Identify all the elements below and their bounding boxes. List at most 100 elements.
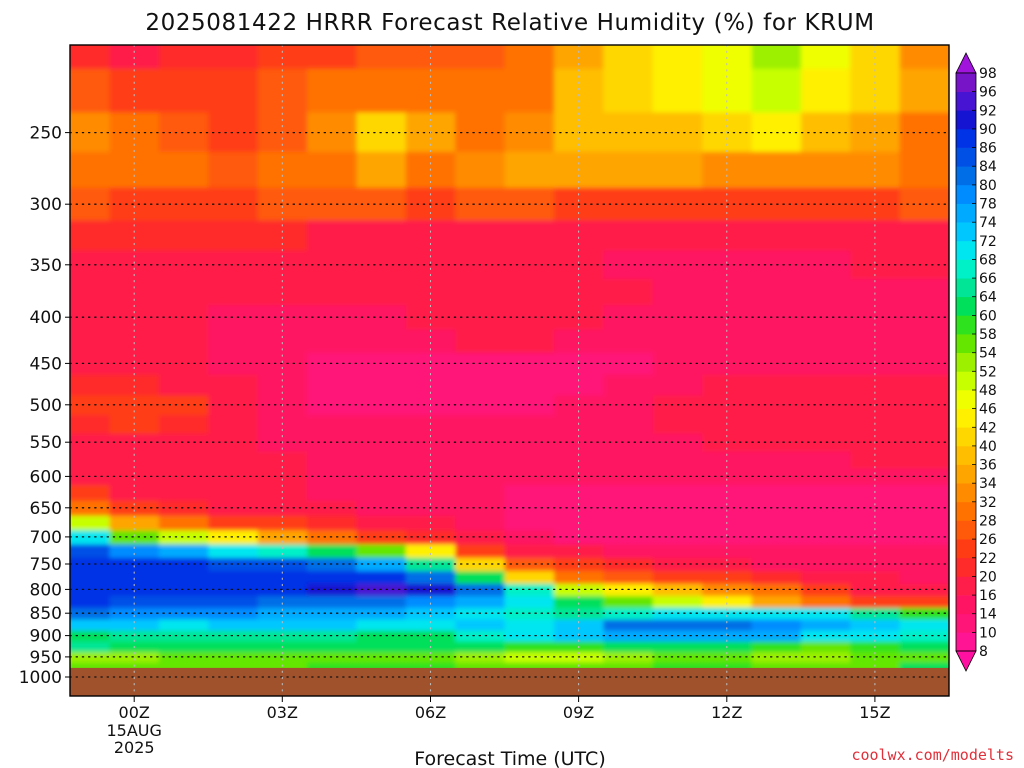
rh-cell — [307, 451, 357, 469]
rh-cell — [307, 278, 357, 306]
rh-cell — [208, 329, 259, 353]
rh-cell — [455, 68, 506, 113]
rh-cell — [603, 374, 654, 396]
rh-cell — [751, 111, 802, 152]
rh-cell — [751, 595, 802, 608]
rh-cell — [652, 641, 703, 653]
rh-cell — [208, 352, 259, 375]
colorbar-swatch — [956, 464, 976, 484]
rh-cell — [455, 662, 506, 673]
rh-cell — [208, 45, 259, 69]
x-tick-label: 06Z — [415, 703, 446, 722]
rh-cell — [455, 543, 506, 558]
x-tick-label: 15Z — [859, 703, 890, 722]
rh-cell — [702, 278, 753, 306]
rh-cell — [257, 68, 308, 113]
colorbar-swatch — [956, 203, 976, 223]
rh-cell — [70, 595, 111, 608]
rh-cell — [208, 607, 259, 620]
rh-cell — [158, 374, 209, 396]
rh-cell — [652, 111, 703, 152]
rh-cell — [208, 630, 259, 642]
rh-cell — [504, 374, 555, 396]
rh-cell — [652, 662, 703, 673]
rh-cell — [504, 45, 555, 69]
rh-cell — [109, 352, 160, 375]
rh-cell — [208, 111, 259, 152]
x-axis-label: Forecast Time (UTC) — [414, 748, 605, 768]
rh-cell — [603, 111, 654, 152]
colorbar-label: 42 — [979, 420, 997, 436]
rh-cell — [356, 219, 407, 251]
rh-cell — [109, 329, 160, 353]
rh-cell — [208, 570, 259, 584]
rh-cell — [504, 278, 555, 306]
colorbar-swatch — [956, 91, 976, 111]
rh-cell — [603, 570, 654, 584]
rh-cell — [455, 595, 506, 608]
rh-cell — [158, 68, 209, 113]
rh-cell — [70, 515, 111, 531]
colorbar-label: 84 — [979, 159, 997, 175]
rh-cell — [652, 219, 703, 251]
colorbar-swatch — [956, 315, 976, 335]
rh-cell — [208, 543, 259, 558]
rh-cell — [405, 329, 456, 353]
rh-cell — [208, 583, 259, 596]
colorbar-label: 16 — [979, 588, 997, 604]
colorbar-label: 54 — [979, 346, 997, 362]
rh-cell — [158, 543, 209, 558]
rh-cell — [257, 352, 308, 375]
rh-cell — [850, 352, 901, 375]
rh-cell — [899, 451, 949, 469]
rh-cell — [751, 374, 802, 396]
rh-cell — [208, 219, 259, 251]
rh-cell — [751, 570, 802, 584]
rh-cell — [751, 414, 802, 434]
y-tick-label: 950 — [30, 648, 62, 668]
rh-cell — [553, 45, 604, 69]
rh-cell — [800, 414, 851, 434]
rh-cell — [850, 618, 901, 631]
rh-cell — [70, 219, 111, 251]
colorbar-label: 14 — [979, 607, 997, 623]
colorbar-bottom-arrow — [955, 650, 977, 672]
rh-cell — [603, 45, 654, 69]
rh-cell — [70, 374, 111, 396]
rh-cell — [257, 45, 308, 69]
rh-cell — [356, 641, 407, 653]
rh-cell — [899, 583, 949, 596]
rh-cell — [158, 451, 209, 469]
rh-cell — [257, 374, 308, 396]
rh-cell — [702, 45, 753, 69]
rh-cell — [158, 515, 209, 531]
colorbar-swatch — [956, 166, 976, 186]
rh-cell — [307, 111, 357, 152]
rh-cell — [553, 329, 604, 353]
rh-cell — [455, 515, 506, 531]
rh-cell — [652, 414, 703, 434]
rh-cell — [850, 500, 901, 516]
rh-cell — [257, 607, 308, 620]
rh-cell — [109, 662, 160, 673]
rh-cell — [504, 414, 555, 434]
rh-cell — [899, 329, 949, 353]
rh-cell — [504, 618, 555, 631]
rh-cell — [307, 515, 357, 531]
rh-cell — [208, 515, 259, 531]
rh-cell — [109, 374, 160, 396]
rh-cell — [208, 484, 259, 501]
rh-cell — [307, 641, 357, 653]
rh-cell — [405, 570, 456, 584]
rh-cell — [455, 374, 506, 396]
rh-cell — [109, 595, 160, 608]
rh-cell — [553, 662, 604, 673]
rh-cell — [307, 414, 357, 434]
colorbar-label: 66 — [979, 271, 997, 287]
rh-cell — [553, 374, 604, 396]
rh-cell — [356, 451, 407, 469]
rh-cell — [899, 278, 949, 306]
rh-cell — [109, 500, 160, 516]
rh-cell — [70, 414, 111, 434]
